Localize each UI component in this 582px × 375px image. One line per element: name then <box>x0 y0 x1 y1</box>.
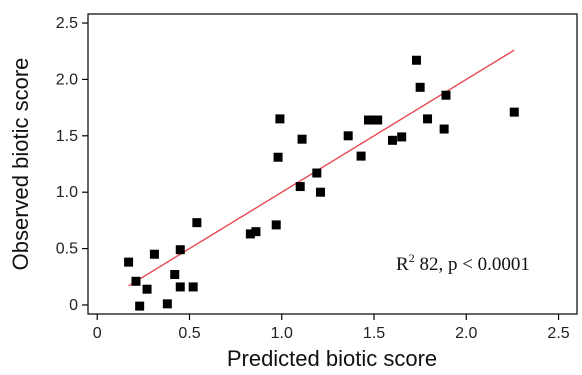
y-tick-label: 0.5 <box>56 241 78 258</box>
fit-line-layer <box>128 49 515 287</box>
data-point <box>397 132 407 142</box>
data-point <box>439 124 449 134</box>
data-point <box>273 152 283 162</box>
x-tick-label: 1.0 <box>271 325 293 342</box>
data-point <box>509 107 519 117</box>
data-point <box>170 270 180 280</box>
fit-annotation: R2 82, p < 0.0001 <box>396 251 530 275</box>
annotation-prefix: R <box>396 254 409 275</box>
data-point <box>295 182 305 192</box>
y-tick-label: 2.5 <box>56 15 78 32</box>
data-point <box>175 282 185 292</box>
data-points <box>124 55 519 311</box>
data-point <box>192 218 202 228</box>
y-axis-ticks: 0 0.5 1.0 1.5 2.0 2.5 <box>56 15 88 314</box>
data-point <box>245 229 255 239</box>
y-tick-label: 1.0 <box>56 184 78 201</box>
data-point <box>124 257 134 267</box>
data-point <box>162 299 172 309</box>
data-point <box>441 90 451 100</box>
data-point <box>312 168 322 178</box>
data-point <box>135 301 145 311</box>
data-point <box>149 249 159 259</box>
x-tick-label: 1.5 <box>363 325 385 342</box>
data-point <box>297 134 307 144</box>
data-point <box>411 55 421 65</box>
data-point <box>271 220 281 230</box>
x-axis-label: Predicted biotic score <box>227 346 437 371</box>
data-point <box>423 114 433 124</box>
data-point <box>188 282 198 292</box>
data-point <box>275 114 285 124</box>
data-point <box>175 245 185 255</box>
x-tick-label: 0 <box>93 325 102 342</box>
data-point <box>387 135 397 145</box>
regression-line <box>128 49 515 287</box>
data-point <box>142 284 152 294</box>
data-point <box>415 82 425 92</box>
data-point <box>316 187 326 197</box>
x-axis-ticks: 0 0.5 1.0 1.5 2.0 2.5 <box>93 314 570 342</box>
data-point <box>131 276 141 286</box>
x-tick-label: 2.0 <box>455 325 477 342</box>
x-tick-label: 0.5 <box>178 325 200 342</box>
data-point <box>343 131 353 141</box>
y-tick-label: 1.5 <box>56 128 78 145</box>
data-point <box>356 151 366 161</box>
data-point <box>251 227 261 237</box>
data-point <box>373 115 383 125</box>
annotation-superscript: 2 <box>409 251 415 265</box>
y-tick-label: 0 <box>69 297 78 314</box>
y-axis-label: Observed biotic score <box>8 58 33 271</box>
annotation-suffix: 82, p < 0.0001 <box>415 254 530 275</box>
y-tick-label: 2.0 <box>56 71 78 88</box>
plot-frame <box>87 13 578 315</box>
data-point <box>367 115 377 125</box>
x-tick-label: 2.5 <box>547 325 569 342</box>
